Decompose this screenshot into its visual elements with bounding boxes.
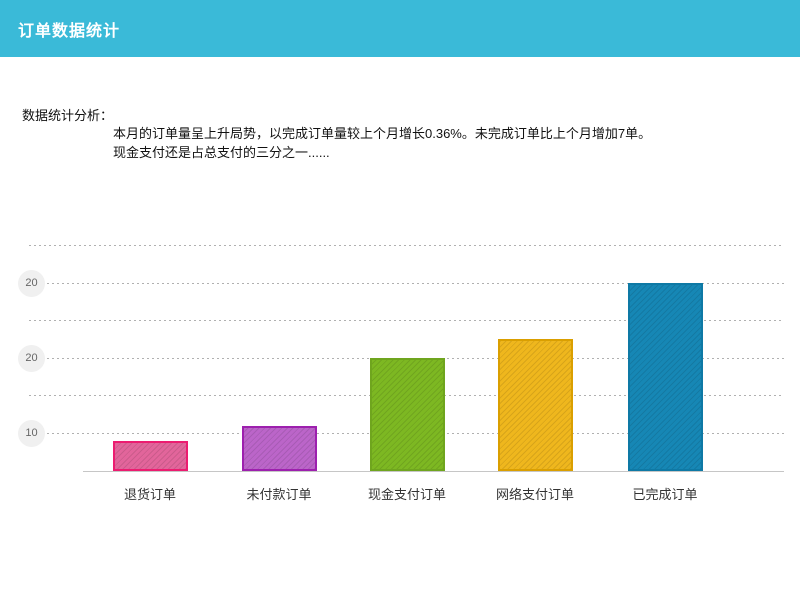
x-axis-label: 退货订单 xyxy=(123,487,176,502)
y-axis-tick-badge: 20 xyxy=(18,270,45,297)
gridline xyxy=(29,320,784,321)
y-axis-tick-badge: 10 xyxy=(18,420,45,447)
x-axis-label: 已完成订单 xyxy=(632,487,698,502)
x-axis-label: 现金支付订单 xyxy=(367,487,446,502)
bar-未付款订单 xyxy=(241,426,317,471)
page-title: 订单数据统计 xyxy=(18,22,121,40)
x-axis-label: 未付款订单 xyxy=(246,487,312,502)
gridline xyxy=(29,245,784,246)
bar-现金支付订单 xyxy=(369,358,445,471)
analysis-text: 本月的订单量呈上升局势，以完成订单量较上个月增长0.36%。未完成订单比上个月增… xyxy=(113,124,651,162)
x-axis-label: 网络支付订单 xyxy=(495,487,574,502)
y-axis-tick-badge: 20 xyxy=(18,345,45,372)
bar-网络支付订单 xyxy=(497,339,573,471)
analysis-label: 数据统计分析： xyxy=(22,108,114,123)
bar-退货订单 xyxy=(112,441,188,471)
gridline xyxy=(47,283,784,284)
bar-已完成订单 xyxy=(627,283,703,471)
x-axis-line xyxy=(83,471,784,472)
analysis-line-1: 本月的订单量呈上升局势，以完成订单量较上个月增长0.36%。未完成订单比上个月增… xyxy=(113,126,652,141)
analysis-line-2: 现金支付还是占总支付的三分之一...... xyxy=(113,145,330,160)
app-header: 订单数据统计 xyxy=(0,0,800,57)
